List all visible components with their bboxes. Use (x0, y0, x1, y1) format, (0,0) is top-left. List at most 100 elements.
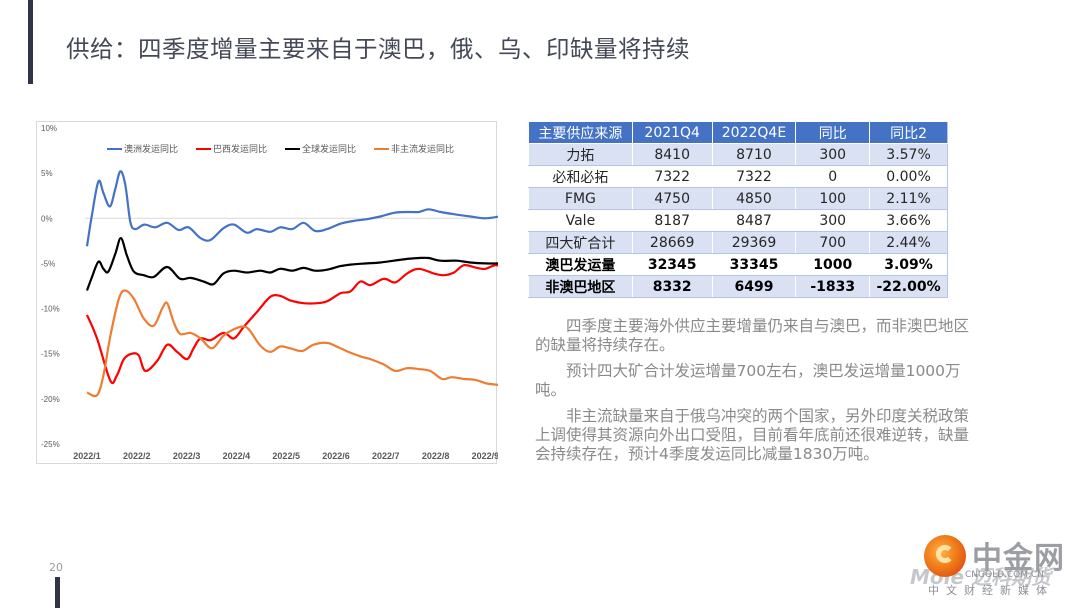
x-tick-label: 2022/6 (322, 451, 350, 461)
x-tick-label: 2022/1 (73, 451, 101, 461)
series-line-australia-shipment-yoy (85, 170, 498, 247)
cell-2021q4: 8332 (631, 275, 713, 298)
analysis-notes: 四季度主要海外供应主要增量仍来自与澳巴，而非澳巴地区的缺量将持续存在。 预计四大… (535, 317, 975, 471)
cell-2022q4e: 4850 (711, 187, 796, 210)
header-yoy: 同比 (795, 121, 870, 144)
cell-yoy2: 2.11% (869, 187, 948, 210)
cell-yoy: 300 (795, 209, 870, 232)
logo-domain: CNGOLD.COM.CN (965, 570, 1044, 580)
cell-yoy2: 3.57% (869, 143, 948, 166)
cngold-logo: Mole 迈科期货 中金网 CNGOLD.COM.CN 中文财经新媒体 (910, 533, 1080, 608)
x-tick-label: 2022/9 (472, 451, 498, 461)
table-row: FMG 4750 4850 100 2.11% (528, 187, 948, 210)
table-row: 四大矿合计 28669 29369 700 2.44% (528, 231, 948, 254)
cell-2022q4e: 33345 (711, 253, 796, 276)
cell-source: 非澳巴地区 (528, 275, 633, 298)
logo-tagline: 中文财经新媒体 (928, 584, 1054, 597)
header-2021q4: 2021Q4 (631, 121, 713, 144)
table-row: 澳巴发运量 32345 33345 1000 3.09% (528, 253, 948, 276)
legend-item-australia-shipment-yoy: 澳洲发运同比 (107, 142, 178, 155)
cell-source: Vale (528, 209, 633, 232)
y-tick-label: 5% (41, 169, 53, 178)
cell-2021q4: 8410 (631, 143, 713, 166)
series-line-non-mainstream-shipment-yoy (86, 289, 498, 398)
cell-source: 四大矿合计 (528, 231, 633, 254)
table-header-row: 主要供应来源 2021Q4 2022Q4E 同比 同比2 (528, 121, 948, 144)
y-tick-label: -25% (41, 440, 60, 449)
cell-2021q4: 32345 (631, 253, 713, 276)
series-layer (85, 170, 498, 398)
table-row: 力拓 8410 8710 300 3.57% (528, 143, 948, 166)
legend-item-brazil-shipment-yoy: 巴西发运同比 (196, 142, 267, 155)
cell-2021q4: 28669 (631, 231, 713, 254)
cngold-swirl-logo-icon (924, 535, 966, 577)
table-row: Vale 8187 8487 300 3.66% (528, 209, 948, 232)
y-tick-label: 0% (41, 214, 53, 223)
x-tick-label: 2022/4 (223, 451, 251, 461)
cell-2021q4: 4750 (631, 187, 713, 210)
legend-swatch (107, 147, 122, 150)
header-source: 主要供应来源 (528, 121, 633, 144)
series-line-brazil-shipment-yoy (85, 263, 498, 385)
y-tick-label: -20% (41, 395, 60, 404)
cell-yoy2: 2.44% (869, 231, 948, 254)
supply-source-table: 主要供应来源 2021Q4 2022Q4E 同比 同比2 力拓 8410 8710 3… (528, 121, 948, 298)
y-tick-label: 10% (41, 124, 57, 133)
y-axis: 10% 5% 0% -5% -10% -15% -20% -25% (41, 124, 489, 449)
legend-label: 全球发运同比 (302, 145, 357, 155)
cell-yoy: -1833 (795, 275, 870, 298)
y-tick-label: -15% (41, 350, 60, 359)
page-number: 20 (49, 561, 63, 574)
note-paragraph: 四季度主要海外供应主要增量仍来自与澳巴，而非澳巴地区的缺量将持续存在。 (535, 317, 970, 354)
cell-2021q4: 8187 (631, 209, 713, 232)
x-tick-label: 2022/7 (372, 451, 400, 461)
table-row: 非澳巴地区 8332 6499 -1833 -22.00% (528, 275, 948, 298)
cell-yoy2: 3.09% (869, 253, 948, 276)
cell-2022q4e: 8487 (711, 209, 796, 232)
cell-yoy: 300 (795, 143, 870, 166)
cell-yoy: 0 (795, 165, 870, 188)
cell-2022q4e: 8710 (711, 143, 796, 166)
cell-2022q4e: 6499 (711, 275, 796, 298)
legend-swatch (374, 147, 390, 150)
footer-accent-bar (55, 577, 60, 608)
x-tick-label: 2022/5 (272, 451, 300, 461)
cell-2021q4: 7322 (631, 165, 713, 188)
x-tick-label: 2022/3 (173, 451, 201, 461)
note-paragraph: 预计四大矿合计发运增量700左右，澳巴发运增量1000万吨。 (535, 362, 961, 399)
cell-yoy2: -22.00% (869, 275, 948, 298)
title-accent-bar (28, 0, 33, 84)
legend-swatch (285, 147, 301, 150)
note-paragraph: 非主流缺量来自于俄乌冲突的两个国家，另外印度关税政策上调使得其资源向外出口受阻，… (535, 407, 970, 463)
cell-yoy: 100 (795, 187, 870, 210)
legend-swatch (196, 147, 212, 150)
logo-name: 中金网 (972, 541, 1065, 576)
y-tick-label: -10% (41, 305, 60, 314)
header-yoy2: 同比2 (869, 121, 948, 144)
page-title: 供给：四季度增量主要来自于澳巴，俄、乌、印缺量将持续 (66, 35, 690, 63)
cell-source: FMG (528, 187, 633, 210)
cell-2022q4e: 7322 (711, 165, 796, 188)
legend-label: 非主流发运同比 (391, 145, 455, 155)
header-2022q4e: 2022Q4E (711, 121, 796, 144)
x-axis: 2022/1 2022/2 2022/3 2022/4 2022/5 2022/6 2022… (73, 451, 498, 461)
legend-item-global-shipment-yoy: 全球发运同比 (285, 142, 356, 155)
y-tick-label: -5% (41, 259, 55, 268)
chart-legend: 澳洲发运同比 巴西发运同比 全球发运同比 非主流发运同比 (107, 142, 454, 155)
legend-item-non-mainstream-shipment-yoy: 非主流发运同比 (374, 142, 454, 155)
cell-source: 必和必拓 (528, 165, 633, 188)
cell-yoy2: 0.00% (869, 165, 948, 188)
cell-2022q4e: 29369 (711, 231, 796, 254)
cell-source: 力拓 (528, 143, 633, 166)
cell-yoy2: 3.66% (869, 209, 948, 232)
series-line-global-shipment-yoy (85, 237, 498, 291)
x-tick-label: 2022/2 (123, 451, 151, 461)
x-tick-label: 2022/8 (422, 451, 450, 461)
cell-yoy: 700 (795, 231, 870, 254)
cell-source: 澳巴发运量 (528, 253, 633, 276)
legend-label: 巴西发运同比 (213, 145, 268, 155)
shipment-yoy-line-chart: 10% 5% 0% -5% -10% -15% -20% -25% 2022/1 2022/2 2… (36, 121, 498, 464)
table-row: 必和必拓 7322 7322 0 0.00% (528, 165, 948, 188)
cell-yoy: 1000 (795, 253, 870, 276)
chart-canvas: 10%5%0%-5%-10%-15%-20%-25% 2022/1 2022/2 2… (41, 124, 498, 461)
